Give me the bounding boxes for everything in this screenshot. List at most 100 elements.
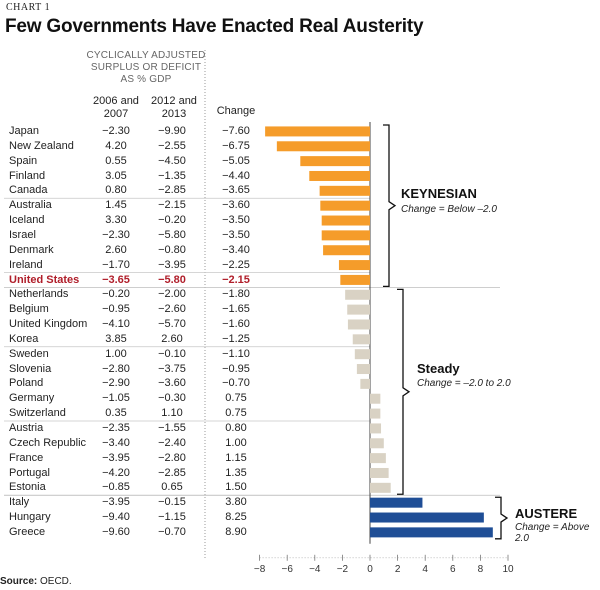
change-value: −4.40 <box>222 169 250 182</box>
change-value: −1.10 <box>222 347 250 360</box>
change-value: −6.75 <box>222 139 250 152</box>
change-value: −3.50 <box>222 214 250 227</box>
source-label: Source: <box>0 576 38 587</box>
value-2012-2013: −2.85 <box>158 466 186 479</box>
value-2012-2013: −0.15 <box>158 496 186 509</box>
value-2006-2007: −2.90 <box>102 377 130 390</box>
change-value: −3.50 <box>222 228 250 241</box>
bar-finland <box>309 170 370 181</box>
value-2006-2007: 1.00 <box>105 347 127 360</box>
bar-new-zealand <box>276 141 370 152</box>
bar-belgium <box>347 304 370 315</box>
value-2006-2007: −4.20 <box>102 466 130 479</box>
value-2012-2013: 2.60 <box>161 332 183 345</box>
change-value: −3.60 <box>222 199 250 212</box>
value-2006-2007: −4.10 <box>102 318 130 331</box>
value-2006-2007: 3.05 <box>105 169 127 182</box>
steady-subtitle: Change = –2.0 to 2.0 <box>417 378 511 389</box>
country-label: Hungary <box>9 511 51 524</box>
value-2012-2013: −4.50 <box>158 154 186 167</box>
country-label: United States <box>9 273 80 286</box>
value-2012-2013: −2.60 <box>158 303 186 316</box>
x-tick-label: −4 <box>309 564 321 575</box>
x-tick-label: 6 <box>450 564 456 575</box>
country-label: Switzerland <box>9 407 66 420</box>
keynesian-subtitle: Change = Below –2.0 <box>401 204 497 215</box>
bar-ireland <box>338 260 370 271</box>
value-2012-2013: −1.35 <box>158 169 186 182</box>
bar-israel <box>321 230 370 241</box>
change-value: −0.95 <box>222 362 250 375</box>
change-value: 0.80 <box>225 422 247 434</box>
bar-austria <box>370 423 382 434</box>
change-value: −1.80 <box>222 288 250 301</box>
col-2012-2013-header: 2012 and 2013 <box>151 95 197 120</box>
change-value: −5.05 <box>222 154 250 167</box>
value-2006-2007: −3.40 <box>102 436 130 449</box>
x-tick-label: −8 <box>254 564 266 575</box>
country-label: Iceland <box>9 214 45 227</box>
country-label: Denmark <box>9 243 54 256</box>
bar-japan <box>265 126 370 137</box>
country-label: Poland <box>9 377 44 390</box>
country-label: Ireland <box>9 258 43 271</box>
source-note: Source: OECD. <box>0 576 72 587</box>
country-label: Australia <box>9 199 52 212</box>
value-2006-2007: −1.70 <box>102 258 130 271</box>
country-label: New Zealand <box>9 139 74 152</box>
value-2006-2007: −2.80 <box>102 362 130 375</box>
bar-australia <box>320 200 370 211</box>
value-2006-2007: −9.60 <box>102 525 130 538</box>
country-label: United Kingdom <box>9 318 88 331</box>
value-2012-2013: −0.20 <box>158 214 186 227</box>
value-2006-2007: −3.65 <box>102 273 130 286</box>
keynesian-label: KEYNESIAN <box>401 186 477 201</box>
country-label: Belgium <box>9 303 49 316</box>
value-2012-2013: −5.70 <box>158 318 186 331</box>
value-2012-2013: −0.80 <box>158 243 186 256</box>
change-value: −3.40 <box>222 243 250 256</box>
value-2012-2013: −0.30 <box>158 392 186 405</box>
value-2012-2013: −2.85 <box>158 184 186 197</box>
bar-portugal <box>370 467 389 478</box>
value-2012-2013: −0.70 <box>158 525 186 538</box>
country-label: Greece <box>9 525 46 538</box>
bar-united-kingdom <box>347 319 370 330</box>
value-2006-2007: −3.95 <box>102 496 130 509</box>
country-label: Czech Republic <box>9 436 87 449</box>
value-2012-2013: −2.40 <box>158 436 186 449</box>
bar-korea <box>352 334 370 345</box>
x-tick-label: 2 <box>395 564 401 575</box>
steady-bracket <box>397 288 411 495</box>
value-2006-2007: −3.95 <box>102 451 130 464</box>
keynesian-bracket <box>383 124 397 287</box>
bar-hungary <box>370 512 484 523</box>
change-value: 1.35 <box>225 466 247 479</box>
change-value: −1.65 <box>222 303 250 316</box>
bar-germany <box>370 393 381 404</box>
country-label: Israel <box>9 228 36 241</box>
value-2006-2007: 0.35 <box>105 407 127 420</box>
value-2006-2007: −0.95 <box>102 303 130 316</box>
country-label: France <box>9 451 44 464</box>
change-value: −3.65 <box>222 184 250 197</box>
value-2006-2007: −2.30 <box>102 125 130 137</box>
country-label: Netherlands <box>9 288 69 301</box>
bar-netherlands <box>345 289 370 300</box>
value-2006-2007: 2.60 <box>105 243 127 256</box>
group-header: CYCLICALLY ADJUSTED SURPLUS OR DEFICIT A… <box>86 50 206 85</box>
bar-czech-republic <box>370 438 384 449</box>
change-value: 1.50 <box>225 481 247 494</box>
bar-italy <box>370 497 423 508</box>
bar-slovenia <box>356 364 370 375</box>
country-label: Estonia <box>9 481 46 494</box>
col-change-header: Change <box>216 105 256 117</box>
change-value: 3.80 <box>225 496 247 509</box>
x-tick-label: 4 <box>422 564 428 575</box>
country-label: Portugal <box>9 466 50 479</box>
value-2006-2007: 0.80 <box>105 184 127 197</box>
value-2012-2013: −1.15 <box>158 511 186 524</box>
value-2012-2013: −3.75 <box>158 362 186 375</box>
change-value: −0.70 <box>222 377 250 390</box>
